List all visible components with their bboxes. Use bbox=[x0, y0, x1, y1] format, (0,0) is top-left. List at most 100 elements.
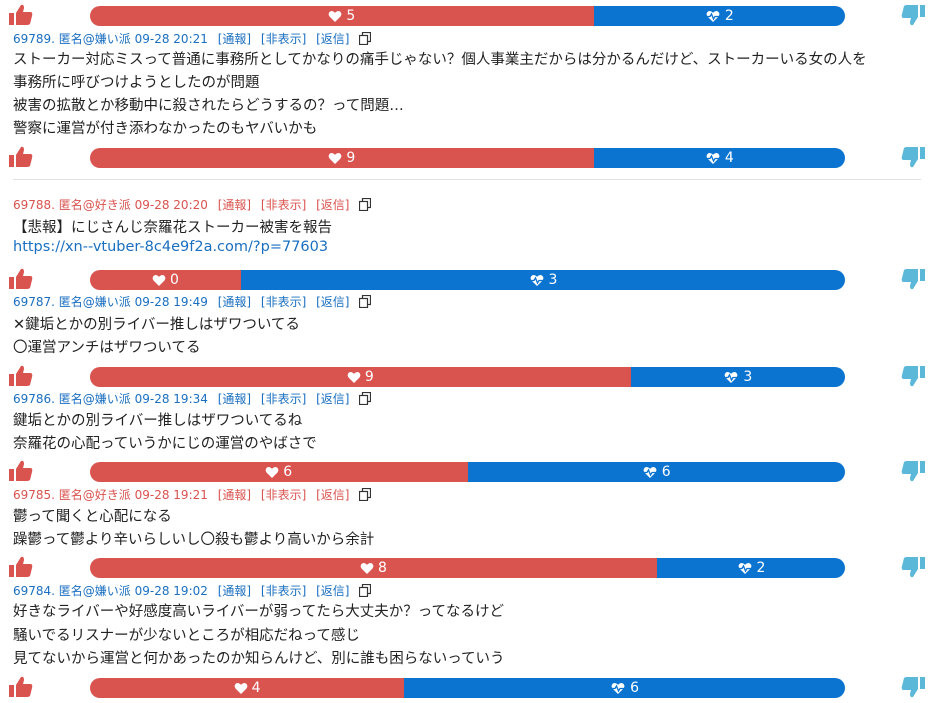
post-text-line: 騒いでるリスナーが少ないところが相応だねって感じ bbox=[13, 628, 360, 644]
copy-icon[interactable] bbox=[359, 31, 372, 48]
thumbs-down-icon[interactable] bbox=[900, 3, 926, 27]
vote-bar: 6 6 bbox=[90, 462, 845, 482]
hide-link[interactable]: [非表示] bbox=[260, 488, 307, 502]
thumbs-up-icon[interactable] bbox=[8, 675, 34, 699]
dislike-segment[interactable]: 2 bbox=[657, 558, 845, 578]
vote-row: 9 4 bbox=[0, 145, 934, 169]
dislike-count: 2 bbox=[756, 560, 766, 576]
divider bbox=[13, 179, 921, 180]
thumbs-up-icon[interactable] bbox=[8, 364, 34, 388]
post-header: 69787. 匿名@嫌い派 09-28 19:49 bbox=[13, 295, 208, 309]
like-segment[interactable]: 9 bbox=[90, 148, 594, 168]
thumbs-down-icon[interactable] bbox=[900, 364, 926, 388]
vote-bar: 9 4 bbox=[90, 148, 845, 168]
heartbeat-icon bbox=[724, 371, 739, 383]
post-header: 69784. 匿名@嫌い派 09-28 19:02 bbox=[13, 584, 208, 598]
post-text-line: 躁鬱って鬱より辛いらしいし〇殺も鬱より高いから余計 bbox=[13, 532, 375, 548]
thumbs-up-icon[interactable] bbox=[8, 145, 34, 169]
post-link[interactable]: https://xn--vtuber-8c4e9f2a.com/?p=77603 bbox=[13, 239, 329, 255]
vote-bar: 8 2 bbox=[90, 558, 845, 578]
dislike-segment[interactable]: 6 bbox=[467, 462, 845, 482]
copy-icon[interactable] bbox=[359, 294, 372, 311]
hide-link[interactable]: [非表示] bbox=[260, 295, 307, 309]
thumbs-down-icon[interactable] bbox=[900, 267, 926, 291]
copy-icon[interactable] bbox=[359, 583, 372, 600]
post-meta: 69785. 匿名@好き派 09-28 19:21 [通報] [非表示] [返信… bbox=[13, 486, 372, 504]
dislike-count: 3 bbox=[548, 272, 558, 288]
vote-row: 9 3 bbox=[0, 364, 934, 388]
report-link[interactable]: [通報] bbox=[217, 488, 252, 502]
dislike-count: 6 bbox=[630, 680, 639, 696]
post-text-line: 【悲報】にじさんじ奈羅花ストーカー被害を報告 bbox=[13, 220, 332, 236]
report-link[interactable]: [通報] bbox=[217, 198, 252, 212]
heart-icon bbox=[265, 466, 279, 478]
heartbeat-icon bbox=[611, 682, 626, 694]
post-text-line: ストーカー対応ミスって普通に事務所としてかなりの痛手じゃない？個人事業主だからは… bbox=[13, 52, 867, 68]
like-count: 9 bbox=[364, 369, 374, 385]
like-segment[interactable]: 8 bbox=[90, 558, 657, 578]
post-text-line: 被害の拡散とか移動中に殺されたらどうするの？って問題… bbox=[13, 98, 404, 114]
report-link[interactable]: [通報] bbox=[217, 392, 252, 406]
post-meta: 69784. 匿名@嫌い派 09-28 19:02 [通報] [非表示] [返信… bbox=[13, 582, 372, 600]
thumbs-up-icon[interactable] bbox=[8, 459, 34, 483]
hide-link[interactable]: [非表示] bbox=[260, 198, 307, 212]
dislike-segment[interactable]: 3 bbox=[241, 270, 845, 290]
heart-icon bbox=[347, 371, 361, 383]
post-text-line: ✕鍵垢とかの別ライバー推しはザワついてる bbox=[13, 317, 300, 333]
heart-icon bbox=[328, 152, 342, 164]
like-segment[interactable]: 9 bbox=[90, 367, 631, 387]
thumbs-up-icon[interactable] bbox=[8, 3, 34, 27]
vote-bar: 9 3 bbox=[90, 367, 845, 387]
hide-link[interactable]: [非表示] bbox=[260, 32, 307, 46]
post-text-line: 好きなライバーや好感度高いライバーが弱ってたら大丈夫か？ってなるけど bbox=[13, 604, 504, 620]
heartbeat-icon bbox=[737, 562, 752, 574]
dislike-segment[interactable]: 6 bbox=[404, 678, 845, 698]
reply-link[interactable]: [返信] bbox=[316, 32, 350, 46]
thumbs-down-icon[interactable] bbox=[900, 555, 926, 579]
vote-row: 5 2 bbox=[0, 3, 934, 27]
hide-link[interactable]: [非表示] bbox=[260, 584, 307, 598]
thumbs-down-icon[interactable] bbox=[900, 145, 926, 169]
heart-icon bbox=[234, 682, 247, 694]
dislike-segment[interactable]: 4 bbox=[593, 148, 845, 168]
hide-link[interactable]: [非表示] bbox=[260, 392, 307, 406]
thumbs-up-icon[interactable] bbox=[8, 267, 34, 291]
post-header: 69786. 匿名@嫌い派 09-28 19:34 bbox=[13, 392, 208, 406]
copy-icon[interactable] bbox=[359, 391, 372, 408]
copy-icon[interactable] bbox=[359, 197, 372, 214]
like-segment[interactable]: 5 bbox=[90, 6, 594, 26]
heartbeat-icon bbox=[642, 466, 657, 478]
reply-link[interactable]: [返信] bbox=[316, 584, 350, 598]
like-segment[interactable]: 0 bbox=[90, 270, 241, 290]
report-link[interactable]: [通報] bbox=[217, 584, 252, 598]
reply-link[interactable]: [返信] bbox=[316, 198, 350, 212]
report-link[interactable]: [通報] bbox=[217, 32, 252, 46]
thumbs-down-icon[interactable] bbox=[900, 459, 926, 483]
post-header: 69789. 匿名@嫌い派 09-28 20:21 bbox=[13, 32, 208, 46]
like-segment[interactable]: 4 bbox=[90, 678, 405, 698]
thumbs-up-icon[interactable] bbox=[8, 555, 34, 579]
reply-link[interactable]: [返信] bbox=[316, 295, 350, 309]
heart-icon bbox=[328, 10, 342, 22]
post-text-line: 見てないから運営と何かあったのか知らんけど、別に誰も困らないっていう bbox=[13, 651, 505, 667]
thumbs-down-icon[interactable] bbox=[900, 675, 926, 699]
heart-icon bbox=[152, 274, 166, 286]
copy-icon[interactable] bbox=[359, 487, 372, 504]
dislike-segment[interactable]: 2 bbox=[593, 6, 845, 26]
like-count: 4 bbox=[251, 680, 261, 696]
post-meta: 69789. 匿名@嫌い派 09-28 20:21 [通報] [非表示] [返信… bbox=[13, 30, 372, 48]
reply-link[interactable]: [返信] bbox=[316, 392, 350, 406]
vote-row: 6 6 bbox=[0, 459, 934, 483]
like-segment[interactable]: 6 bbox=[90, 462, 468, 482]
reply-link[interactable]: [返信] bbox=[316, 488, 350, 502]
dislike-segment[interactable]: 3 bbox=[630, 367, 845, 387]
post-text-line: 事務所に呼びつけようとしたのが問題 bbox=[13, 75, 260, 91]
report-link[interactable]: [通報] bbox=[217, 295, 252, 309]
dislike-count: 6 bbox=[661, 464, 671, 480]
like-count: 5 bbox=[346, 8, 356, 24]
like-count: 6 bbox=[283, 464, 293, 480]
vote-bar: 0 3 bbox=[90, 270, 845, 290]
heartbeat-icon bbox=[705, 10, 720, 22]
post-header: 69785. 匿名@好き派 09-28 19:21 bbox=[13, 488, 208, 502]
vote-bar: 4 6 bbox=[90, 678, 845, 698]
